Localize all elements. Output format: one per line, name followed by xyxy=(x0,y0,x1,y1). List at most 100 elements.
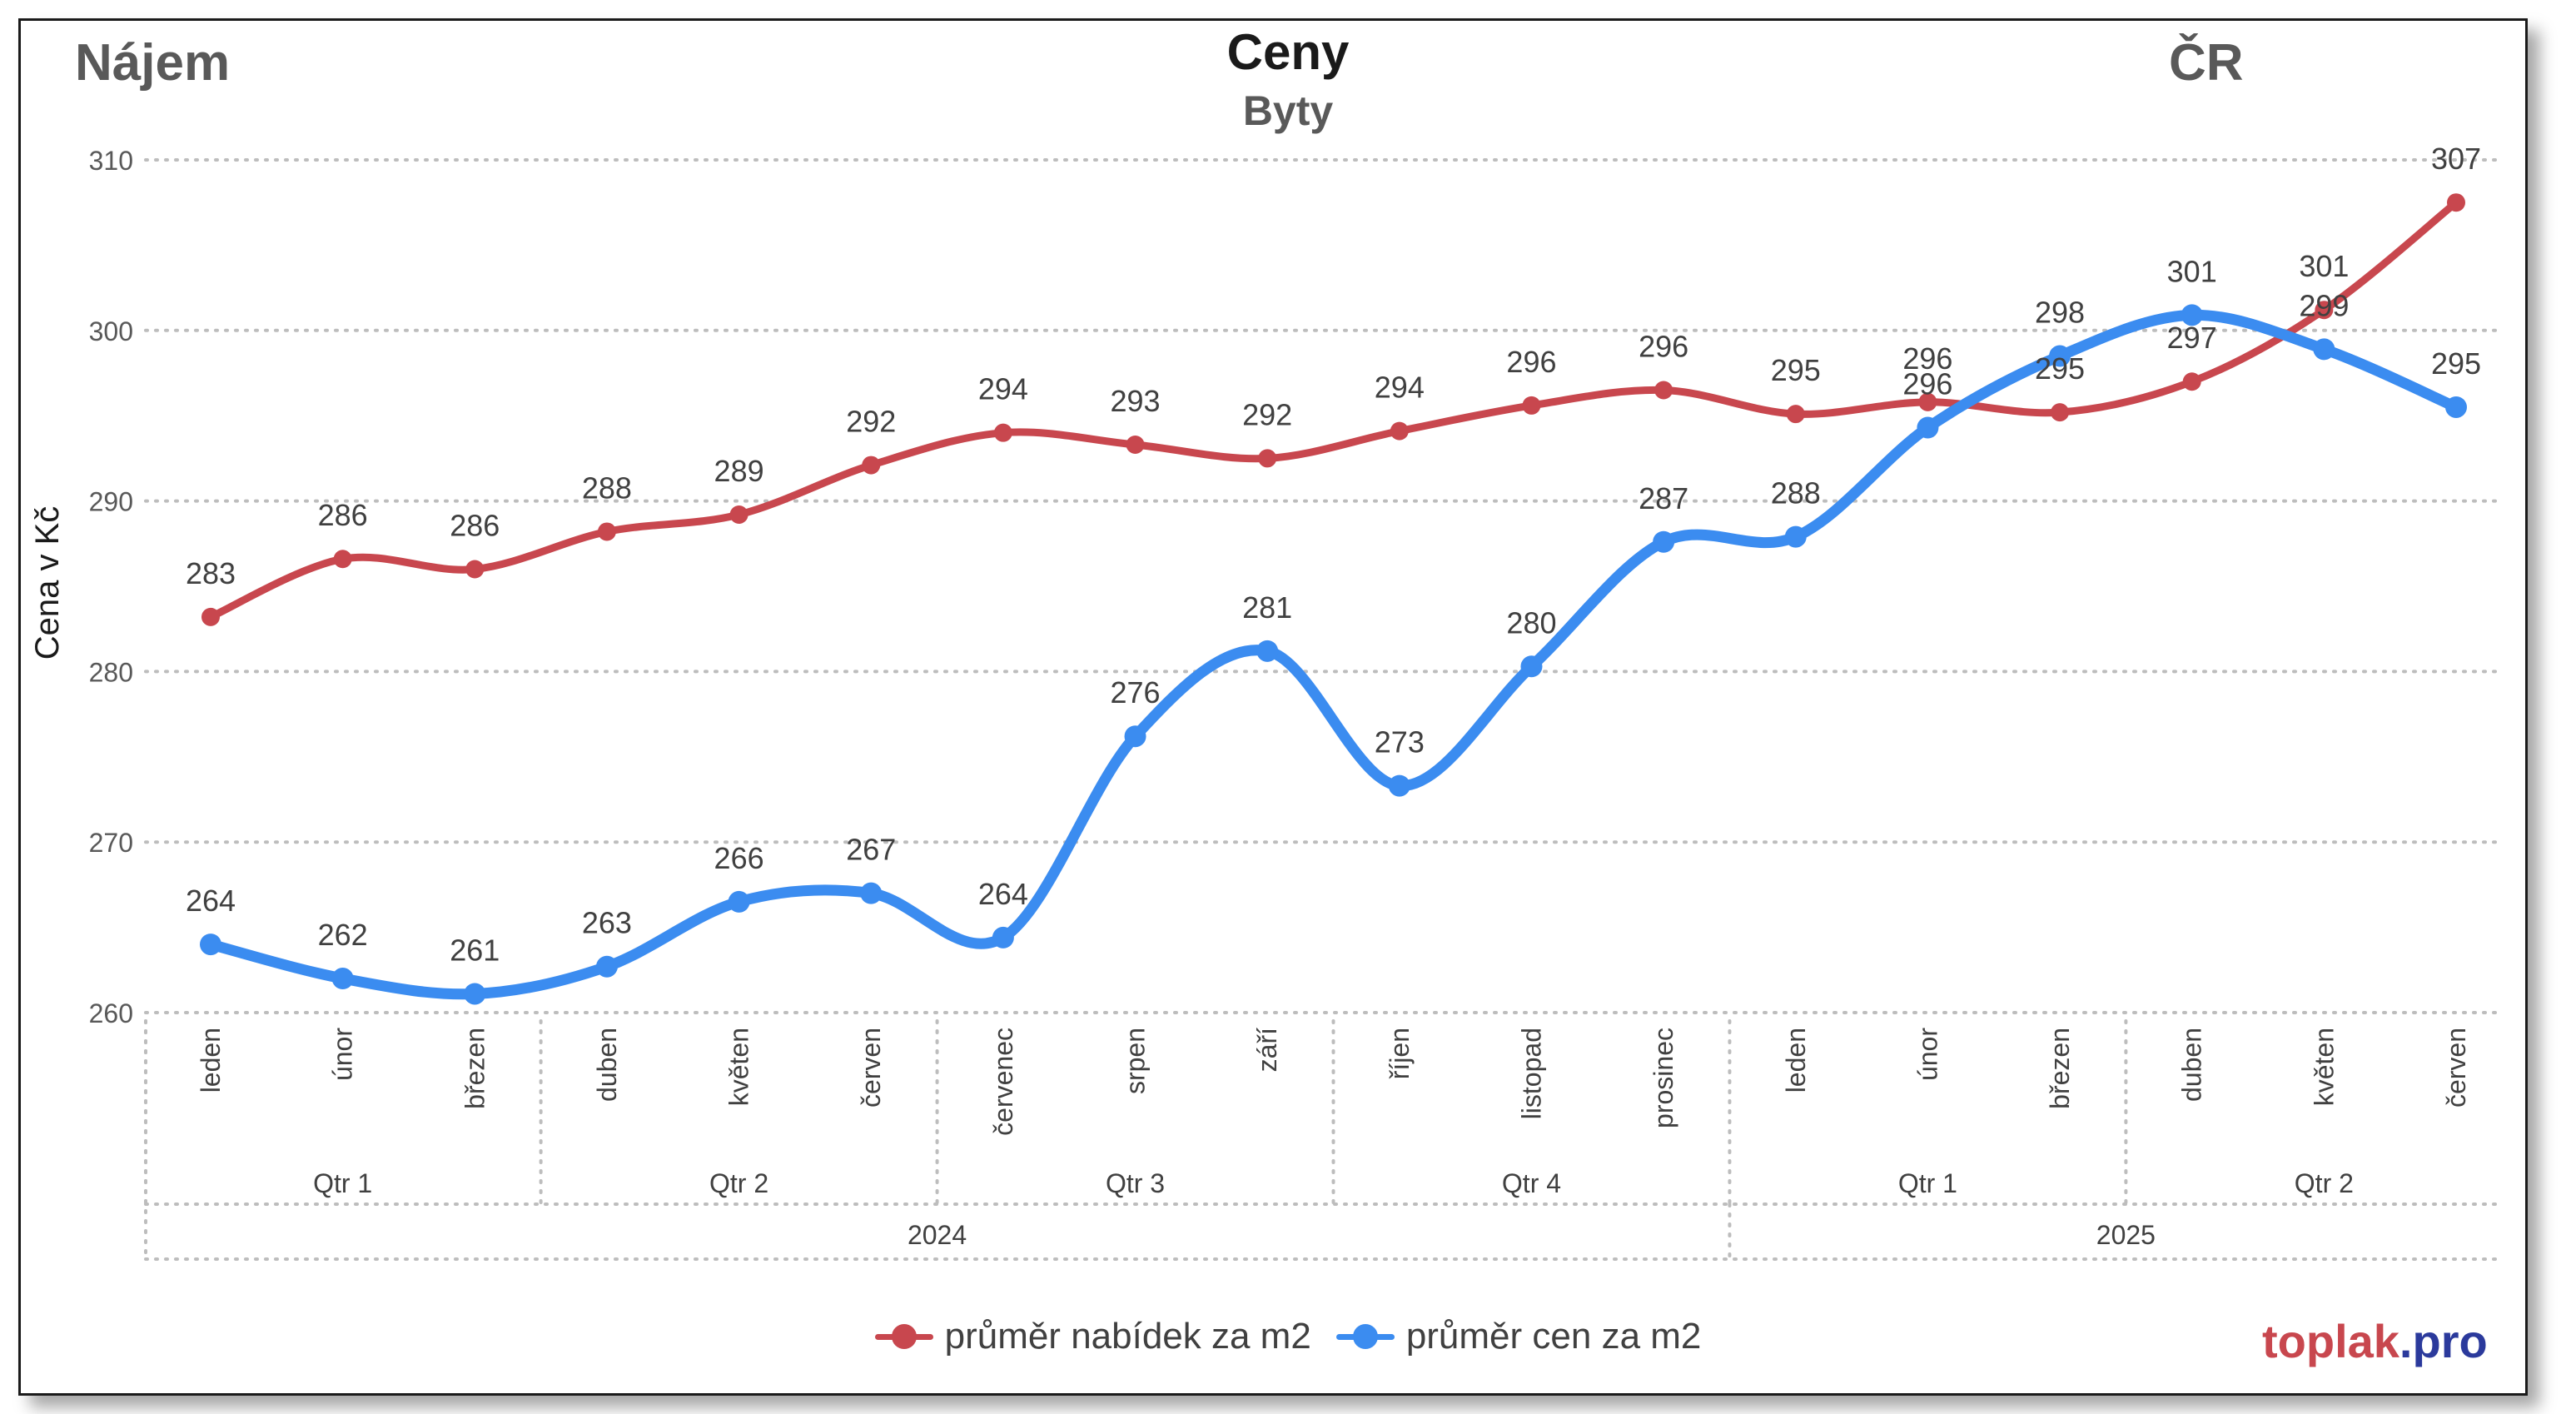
x-tick-label: červen xyxy=(856,1028,886,1108)
y-tick-label: 290 xyxy=(89,487,133,517)
data-label-prices: 266 xyxy=(714,841,764,875)
x-tick-label: srpen xyxy=(1121,1028,1151,1094)
data-point-prices xyxy=(2181,304,2203,326)
legend-swatch-prices xyxy=(1335,1322,1395,1351)
data-label-prices: 280 xyxy=(1506,605,1556,640)
x-tick-label: březen xyxy=(2045,1028,2075,1109)
quarter-label: Qtr 2 xyxy=(709,1168,768,1198)
data-point-offers xyxy=(597,522,616,541)
x-tick-label: leden xyxy=(196,1028,226,1093)
data-label-prices: 299 xyxy=(2299,288,2349,322)
legend-item-offers[interactable]: průměr nabídek za m2 xyxy=(874,1316,1311,1357)
data-point-prices xyxy=(331,968,354,990)
x-tick-label: prosinec xyxy=(1649,1028,1678,1128)
x-tick-label: duben xyxy=(592,1028,622,1102)
x-tick-label: květen xyxy=(2309,1028,2339,1106)
data-point-prices xyxy=(200,934,221,956)
data-label-prices: 263 xyxy=(582,906,632,940)
x-tick-label: leden xyxy=(1781,1028,1811,1093)
data-point-offers xyxy=(1522,396,1541,415)
x-tick-label: červen xyxy=(2441,1028,2471,1108)
data-label-prices: 264 xyxy=(978,877,1028,911)
data-label-offers: 288 xyxy=(582,471,632,505)
data-point-prices xyxy=(464,983,486,1005)
data-label-prices: 296 xyxy=(1902,367,1952,401)
data-point-prices xyxy=(1917,416,1939,439)
region-label: ČR xyxy=(2169,34,2244,92)
data-point-prices xyxy=(728,890,750,913)
data-point-prices xyxy=(1124,725,1146,748)
quarter-label: Qtr 4 xyxy=(1502,1168,1561,1198)
legend: průměr nabídek za m2 průměr cen za m2 xyxy=(0,1316,2576,1357)
data-label-offers: 295 xyxy=(2035,351,2085,386)
data-label-prices: 298 xyxy=(2035,296,2085,330)
data-point-offers xyxy=(333,550,352,569)
year-label: 2025 xyxy=(2096,1220,2156,1250)
quarter-label: Qtr 2 xyxy=(2295,1168,2354,1198)
quarter-label: Qtr 3 xyxy=(1106,1168,1165,1198)
data-label-offers: 294 xyxy=(1375,371,1425,405)
data-label-offers: 296 xyxy=(1902,341,1952,376)
x-tick-label: listopad xyxy=(1516,1028,1546,1119)
data-label-offers: 292 xyxy=(1242,397,1292,431)
rental-label: Nájem xyxy=(75,34,231,92)
data-label-prices: 295 xyxy=(2431,346,2481,381)
data-point-offers xyxy=(1654,381,1673,400)
data-point-prices xyxy=(1653,530,1675,553)
y-tick-label: 280 xyxy=(89,657,133,687)
data-label-offers: 295 xyxy=(1771,353,1821,387)
data-label-offers: 307 xyxy=(2431,142,2481,176)
grid-lines xyxy=(144,158,2499,1014)
data-label-offers: 292 xyxy=(846,405,896,439)
data-label-offers: 294 xyxy=(978,372,1028,406)
data-point-offers xyxy=(2447,193,2465,212)
data-point-prices xyxy=(2313,338,2335,361)
x-tick-label: duben xyxy=(2177,1028,2207,1102)
data-label-prices: 301 xyxy=(2167,254,2217,288)
x-tick-label: březen xyxy=(460,1028,490,1109)
data-point-offers xyxy=(1390,421,1409,441)
y-axis-label: Cena v Kč xyxy=(29,506,66,660)
series-lines xyxy=(200,193,2467,1005)
data-point-offers xyxy=(1786,405,1805,424)
data-point-prices xyxy=(1388,774,1410,797)
data-label-offers: 301 xyxy=(2299,249,2349,283)
data-label-prices: 273 xyxy=(1375,725,1425,759)
data-label-offers: 283 xyxy=(186,556,236,590)
quarter-label: Qtr 1 xyxy=(313,1168,372,1198)
data-point-offers xyxy=(465,560,485,579)
data-label-prices: 262 xyxy=(318,918,368,952)
legend-item-prices[interactable]: průměr cen za m2 xyxy=(1335,1316,1702,1357)
y-tick-label: 260 xyxy=(89,998,133,1028)
data-point-offers xyxy=(201,607,220,626)
x-tick-label: únor xyxy=(1912,1028,1942,1081)
legend-label-prices: průměr cen za m2 xyxy=(1405,1316,1702,1357)
series-line-prices xyxy=(205,309,2462,1000)
data-label-offers: 293 xyxy=(1110,384,1160,418)
x-tick-label: září xyxy=(1252,1028,1282,1072)
data-point-offers xyxy=(729,505,748,524)
data-point-offers xyxy=(1258,449,1277,468)
data-point-prices xyxy=(2445,396,2467,418)
legend-label-offers: průměr nabídek za m2 xyxy=(944,1316,1311,1357)
data-point-prices xyxy=(1520,655,1543,678)
data-label-prices: 288 xyxy=(1771,476,1821,510)
data-label-offers: 286 xyxy=(450,509,500,543)
data-point-offers xyxy=(2182,372,2201,391)
data-point-offers xyxy=(1126,436,1145,455)
data-point-prices xyxy=(2049,345,2071,367)
data-point-prices xyxy=(992,926,1014,948)
quarter-label: Qtr 1 xyxy=(1898,1168,1957,1198)
legend-swatch-offers xyxy=(874,1322,933,1351)
data-point-prices xyxy=(1256,640,1279,662)
data-point-offers xyxy=(862,456,881,475)
data-point-offers xyxy=(1918,392,1937,411)
data-label-prices: 264 xyxy=(186,884,236,918)
y-tick-label: 310 xyxy=(89,146,133,176)
data-point-prices xyxy=(860,882,883,904)
data-label-offers: 289 xyxy=(714,454,764,488)
y-tick-label: 270 xyxy=(89,828,133,858)
data-label-prices: 276 xyxy=(1110,675,1160,709)
data-label-prices: 287 xyxy=(1639,481,1688,515)
